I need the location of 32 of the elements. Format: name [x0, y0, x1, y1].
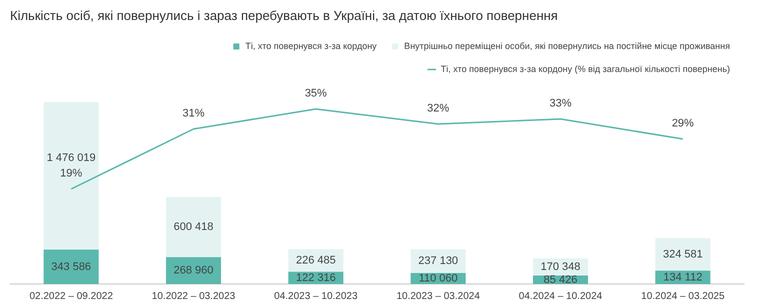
- bar: [166, 197, 222, 258]
- data-label: 19%: [60, 168, 82, 180]
- data-label: 1 476 019: [46, 152, 96, 164]
- legend-label: Внутрішньо переміщені особи, які повернулись на постійне місце проживання: [404, 40, 730, 51]
- legend-label: Ті, хто повернувся з-за кордону (% від загальної кількості повернень): [440, 64, 730, 74]
- data-label: 134 112: [663, 271, 702, 284]
- data-label: 29%: [672, 118, 694, 130]
- data-label: 35%: [304, 88, 328, 100]
- x-tick-label: 02.2022 – 09.2022: [29, 290, 114, 302]
- data-label: 110 060: [418, 272, 458, 285]
- x-tick-label: 04.2023 – 10.2023: [274, 290, 358, 302]
- bar: [44, 102, 99, 250]
- data-label: 33%: [549, 98, 572, 110]
- bar: [44, 250, 99, 284]
- data-label: 31%: [182, 108, 205, 120]
- data-label: 85 426: [544, 274, 578, 286]
- bar: [655, 238, 710, 271]
- data-label: 226 485: [296, 254, 336, 266]
- data-label: 170 348: [540, 260, 580, 273]
- chart-title: Кількість осіб, які повернулись і зараз перебувають в Україні, за датою їхнього повернення: [9, 7, 559, 25]
- data-label: 122 316: [296, 272, 336, 284]
- legend-label: Ті, хто повернувся з-за кордону: [245, 40, 378, 51]
- x-tick-label: 10.2024 – 03.2025: [641, 290, 725, 302]
- x-tick-label: 04.2024 – 10.2024: [518, 290, 603, 302]
- data-label: 268 960: [174, 264, 214, 277]
- x-tick-label: 10.2023 – 03.2024: [396, 290, 480, 302]
- data-label: 237 130: [418, 255, 458, 268]
- data-label: 343 586: [51, 260, 92, 273]
- data-label: 324 581: [662, 248, 703, 260]
- data-label: 600 418: [174, 221, 214, 234]
- data-label: 32%: [427, 102, 450, 115]
- x-tick-label: 10.2022 – 03.2023: [152, 290, 236, 302]
